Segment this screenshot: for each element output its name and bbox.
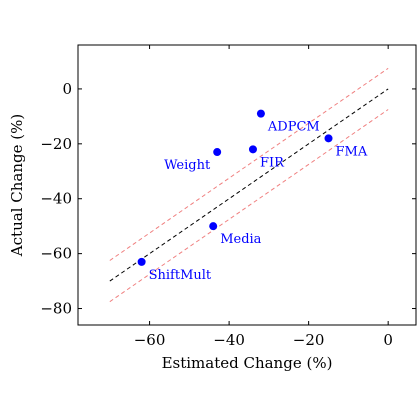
data-point-fir — [248, 145, 257, 154]
point-label-shiftmult: ShiftMult — [149, 268, 212, 283]
y-tick-label: −60 — [40, 245, 72, 263]
plot-frame — [77, 44, 417, 326]
x-axis-label: Estimated Change (%) — [162, 354, 333, 372]
x-tick-label: −40 — [213, 331, 245, 349]
y-tick-label: −40 — [40, 190, 72, 208]
data-point-media — [209, 222, 218, 231]
reference-line-identity — [109, 88, 389, 282]
reference-line-lower-band — [109, 109, 389, 303]
point-label-fma: FMA — [336, 144, 368, 159]
x-tick-label: 0 — [383, 331, 393, 349]
plot-area: ADPCM FMA FIR Weight Media ShiftMult −60 −40 −20… — [40, 44, 417, 349]
point-label-media: Media — [220, 232, 261, 247]
y-axis-label: Actual Change (%) — [8, 114, 26, 257]
data-point-fma — [324, 134, 333, 143]
y-tick-label: −80 — [40, 300, 72, 318]
y-tick-label: −20 — [40, 135, 72, 153]
y-tick-label: 0 — [62, 80, 72, 98]
point-label-adpcm: ADPCM — [267, 120, 320, 135]
reference-line-upper-band — [109, 67, 389, 261]
data-point-adpcm — [256, 109, 265, 118]
point-label-weight: Weight — [164, 158, 211, 173]
data-point-weight — [213, 148, 222, 157]
data-point-shiftmult — [137, 257, 146, 266]
x-tick-label: −60 — [134, 331, 166, 349]
point-label-fir: FIR — [260, 155, 285, 170]
reference-lines — [109, 67, 389, 303]
x-tick-label: −20 — [293, 331, 325, 349]
